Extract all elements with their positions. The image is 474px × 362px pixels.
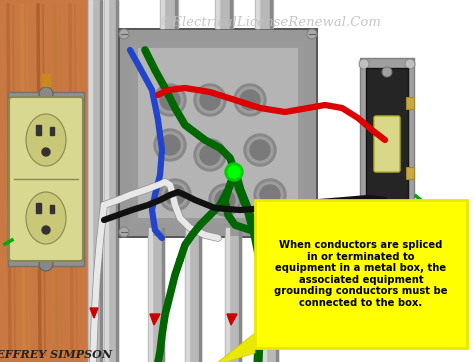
Bar — [105, 0, 108, 362]
Bar — [230, 0, 232, 28]
Circle shape — [382, 67, 392, 77]
Circle shape — [200, 90, 220, 110]
Bar — [36, 125, 41, 135]
Bar — [132, 42, 304, 224]
Circle shape — [160, 135, 180, 155]
Bar — [116, 0, 118, 362]
Bar — [226, 228, 229, 362]
Circle shape — [119, 227, 129, 237]
Circle shape — [359, 215, 369, 225]
Bar — [175, 0, 177, 28]
Bar — [255, 0, 273, 28]
Bar — [36, 203, 41, 213]
Bar — [360, 58, 414, 226]
Bar — [100, 0, 102, 362]
Bar — [406, 167, 414, 179]
Bar — [270, 0, 272, 28]
Bar — [89, 0, 92, 362]
Circle shape — [405, 215, 415, 225]
Circle shape — [160, 90, 180, 110]
Circle shape — [154, 84, 186, 116]
Circle shape — [237, 87, 263, 113]
Bar — [225, 228, 241, 362]
Circle shape — [254, 179, 286, 211]
Ellipse shape — [26, 192, 66, 244]
Polygon shape — [150, 314, 160, 325]
Bar — [120, 30, 316, 236]
Bar — [199, 228, 201, 362]
Bar — [162, 228, 164, 362]
Bar — [8, 92, 84, 266]
Circle shape — [228, 166, 240, 178]
Circle shape — [39, 257, 53, 271]
FancyBboxPatch shape — [374, 116, 400, 172]
Bar — [263, 228, 266, 362]
Circle shape — [42, 148, 50, 156]
Circle shape — [200, 145, 220, 165]
Bar — [42, 74, 50, 86]
Bar — [255, 200, 467, 348]
Bar — [262, 228, 278, 362]
Circle shape — [247, 137, 273, 163]
Circle shape — [260, 185, 280, 205]
Polygon shape — [90, 308, 98, 318]
Bar — [185, 228, 201, 362]
Circle shape — [234, 84, 266, 116]
Bar — [104, 0, 118, 362]
Bar — [149, 228, 152, 362]
Circle shape — [307, 227, 317, 237]
Circle shape — [240, 90, 260, 110]
Bar — [88, 0, 102, 362]
Circle shape — [162, 182, 188, 208]
Circle shape — [197, 142, 223, 168]
Bar — [0, 0, 88, 362]
Bar — [406, 97, 414, 109]
Circle shape — [405, 59, 415, 69]
Bar — [186, 228, 189, 362]
Circle shape — [307, 29, 317, 39]
Bar — [276, 228, 278, 362]
Circle shape — [157, 132, 183, 158]
Circle shape — [212, 187, 238, 213]
Circle shape — [159, 179, 191, 211]
Bar — [256, 0, 259, 28]
Circle shape — [197, 87, 223, 113]
Circle shape — [257, 182, 283, 208]
Bar — [138, 48, 298, 218]
Bar — [160, 0, 178, 28]
Bar — [50, 127, 54, 135]
Circle shape — [215, 190, 235, 210]
Circle shape — [225, 163, 243, 181]
Circle shape — [382, 213, 392, 223]
Circle shape — [42, 226, 50, 234]
FancyBboxPatch shape — [9, 97, 83, 261]
Circle shape — [244, 134, 276, 166]
Circle shape — [209, 184, 241, 216]
Bar — [215, 0, 233, 28]
Text: When conductors are spliced
in or terminated to
equipment in a metal box, the
as: When conductors are spliced in or termin… — [274, 240, 448, 308]
Circle shape — [359, 59, 369, 69]
Bar — [161, 0, 164, 28]
Bar — [216, 0, 219, 28]
Text: JEFFREY SIMPSON: JEFFREY SIMPSON — [0, 349, 112, 359]
Bar — [148, 228, 164, 362]
Circle shape — [250, 140, 270, 160]
Text: ©ElectricalLicenseRenewal.Com: ©ElectricalLicenseRenewal.Com — [159, 16, 381, 29]
Bar — [239, 228, 241, 362]
Ellipse shape — [26, 114, 66, 166]
Polygon shape — [227, 314, 237, 325]
Bar — [366, 68, 408, 216]
Circle shape — [165, 185, 185, 205]
Circle shape — [194, 84, 226, 116]
Bar — [118, 28, 318, 238]
Bar — [50, 205, 54, 213]
Circle shape — [39, 87, 53, 101]
Polygon shape — [213, 333, 255, 362]
Circle shape — [157, 87, 183, 113]
Circle shape — [154, 129, 186, 161]
Circle shape — [119, 29, 129, 39]
Circle shape — [194, 139, 226, 171]
